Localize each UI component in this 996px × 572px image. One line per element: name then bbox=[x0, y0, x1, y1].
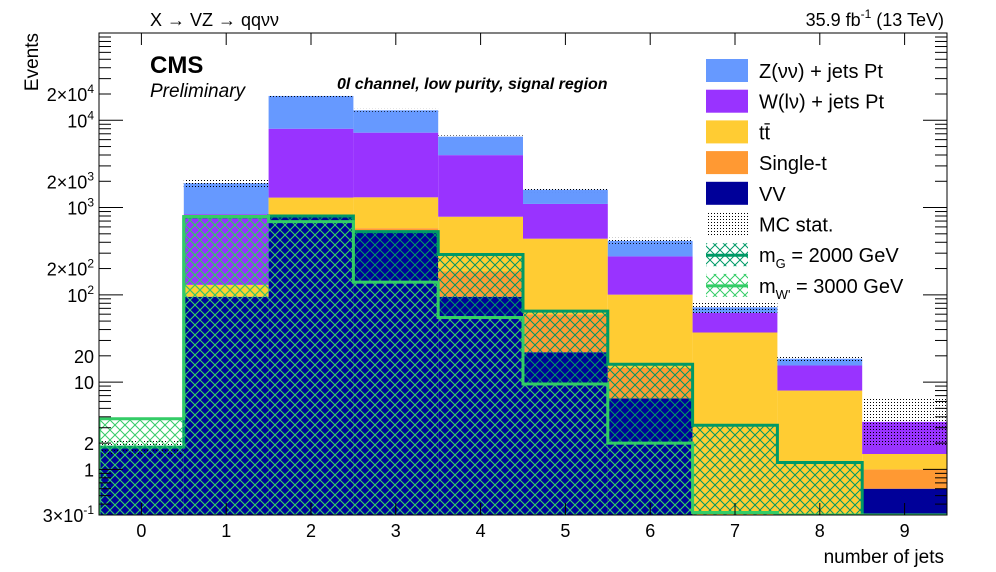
legend-entry-z-jets-pt: Z(νν) + jets Pt bbox=[706, 59, 883, 83]
legend-entry-w-l-jets-pt-swatch bbox=[706, 89, 748, 113]
legend-entry-z-jets-pt-swatch bbox=[706, 59, 748, 82]
bar-z-jets-pt-bin-5 bbox=[523, 189, 608, 204]
bar-tt--bin-2 bbox=[268, 197, 354, 217]
legend-entry-single-t-swatch bbox=[706, 151, 748, 175]
lumi-energy: (13 TeV) bbox=[876, 10, 944, 30]
signal-mw-bin-0 bbox=[99, 418, 184, 515]
bar-tt--bin-3 bbox=[353, 197, 439, 229]
legend-entry-mc-stat-: MC stat. bbox=[706, 212, 833, 237]
signal-outline-mw bbox=[99, 214, 947, 515]
signal-histograms bbox=[99, 214, 947, 515]
lumi-exponent: -1 bbox=[861, 7, 872, 21]
legend-entry-tt--label: tt̄ bbox=[759, 122, 771, 144]
legend-entry-vv-label: VV bbox=[759, 184, 786, 206]
legend-entry-signal-mg: mG = 2000 GeV bbox=[706, 243, 899, 271]
x-tick-labels: 0 1 2 3 4 5 6 7 8 9 bbox=[136, 521, 909, 541]
y-tick-label: 2×102 bbox=[47, 257, 95, 280]
x-tick-label: 0 bbox=[136, 521, 146, 541]
legend-entry-vv-swatch bbox=[706, 181, 748, 205]
y-tick-label: 104 bbox=[67, 108, 94, 131]
legend-entry-z-jets-pt-label: Z(νν) + jets Pt bbox=[759, 61, 883, 83]
signal-mw-bin-1 bbox=[183, 216, 269, 515]
y-axis-label: Events bbox=[22, 33, 43, 91]
axis-ticks bbox=[99, 33, 947, 516]
x-tick-label: 6 bbox=[645, 521, 655, 541]
bar-w-l-jets-pt-bin-7 bbox=[692, 312, 778, 333]
bar-tt--bin-9 bbox=[862, 453, 947, 470]
legend-entry-signal-mw-label: mW' = 3000 GeV bbox=[759, 276, 904, 302]
bar-single-t-bin-3 bbox=[353, 228, 439, 231]
legend-entry-w-l-jets-pt-label: W(lν) + jets Pt bbox=[759, 92, 884, 114]
mc-stat-band-bin-9 bbox=[862, 398, 947, 446]
y-tick-label: 103 bbox=[67, 196, 94, 219]
bar-single-t-bin-9 bbox=[862, 469, 947, 489]
mc-stat-band-bin-7 bbox=[692, 300, 778, 314]
x-tick-label: 4 bbox=[476, 521, 486, 541]
x-tick-label: 9 bbox=[900, 521, 910, 541]
legend-entry-mc-stat--swatch bbox=[706, 212, 748, 236]
mc-stat-band-bin-5 bbox=[523, 187, 608, 193]
y-tick-label: 2 bbox=[84, 434, 94, 454]
bar-w-l-jets-pt-bin-8 bbox=[777, 365, 863, 391]
signal-mw-bin-3 bbox=[353, 282, 439, 515]
mc-stat-band-bin-4 bbox=[438, 135, 523, 138]
lumi-value: 35.9 fb bbox=[806, 10, 861, 30]
signal-mw-bin-5 bbox=[523, 384, 608, 515]
region-label: 0l channel, low purity, signal region bbox=[337, 76, 608, 93]
bar-z-jets-pt-bin-6 bbox=[607, 240, 693, 257]
bar-w-l-jets-pt-bin-5 bbox=[523, 203, 608, 239]
bar-z-jets-pt-bin-2 bbox=[268, 95, 354, 129]
chart-title-left: X → VZ → qqνν bbox=[150, 10, 279, 30]
legend-entry-signal-mg-label: mG = 2000 GeV bbox=[759, 245, 899, 271]
bar-w-l-jets-pt-bin-3 bbox=[353, 132, 439, 198]
mc-stat-band-bin-8 bbox=[777, 355, 863, 362]
y-tick-label: 102 bbox=[67, 283, 94, 306]
x-tick-label: 3 bbox=[391, 521, 401, 541]
x-tick-label: 2 bbox=[306, 521, 316, 541]
bar-w-l-jets-pt-bin-4 bbox=[438, 155, 523, 217]
x-axis-label: number of jets bbox=[824, 547, 944, 568]
signal-mw-bin-2 bbox=[268, 221, 354, 515]
bar-z-jets-pt-bin-8 bbox=[777, 358, 863, 366]
y-tick-label: 1 bbox=[84, 460, 94, 480]
legend-entry-w-l-jets-pt: W(lν) + jets Pt bbox=[706, 89, 884, 114]
y-tick-label: 20 bbox=[74, 347, 94, 367]
bar-tt--bin-6 bbox=[607, 294, 693, 369]
bar-w-l-jets-pt-bin-2 bbox=[268, 128, 354, 198]
mc-stat-band-bin-1 bbox=[183, 179, 269, 188]
x-tick-label: 5 bbox=[560, 521, 570, 541]
y-tick-labels: 3×10-1 1 2 10 20 102 2×102 103 2×103 104 2×104 bbox=[43, 82, 95, 526]
bar-z-jets-pt-bin-4 bbox=[438, 136, 523, 156]
legend-entry-tt-: tt̄ bbox=[706, 120, 771, 144]
y-tick-label: 2×104 bbox=[47, 82, 95, 105]
x-tick-label: 7 bbox=[730, 521, 740, 541]
legend: Z(νν) + jets Pt W(lν) + jets Pt tt̄ Single-… bbox=[706, 59, 904, 302]
x-tick-label: 8 bbox=[815, 521, 825, 541]
signal-mg-bin-7 bbox=[692, 425, 778, 515]
legend-entry-mc-stat--label: MC stat. bbox=[759, 215, 833, 237]
bar-z-jets-pt-bin-1 bbox=[183, 183, 269, 215]
bar-w-l-jets-pt-bin-6 bbox=[607, 256, 693, 295]
lumi-label: 35.9 fb-1 (13 TeV) bbox=[806, 7, 944, 30]
legend-entry-vv: VV bbox=[706, 181, 786, 206]
mc-stat-band-bin-2 bbox=[268, 94, 354, 97]
y-tick-label: 3×10-1 bbox=[43, 503, 95, 526]
x-tick-label: 1 bbox=[221, 521, 231, 541]
signal-mw-bin-4 bbox=[438, 317, 523, 515]
legend-entry-signal-mw: mW' = 3000 GeV bbox=[706, 273, 904, 302]
mc-stat-band-bin-3 bbox=[353, 108, 439, 112]
bar-z-jets-pt-bin-3 bbox=[353, 110, 439, 133]
plot-frame bbox=[98, 32, 948, 516]
mc-stat-band-bin-6 bbox=[607, 237, 693, 244]
legend-entry-single-t-label: Single-t bbox=[759, 153, 827, 175]
legend-entry-single-t: Single-t bbox=[706, 151, 827, 175]
legend-entry-tt--swatch bbox=[706, 120, 748, 144]
y-tick-label: 2×103 bbox=[47, 169, 95, 192]
cms-sublabel: Preliminary bbox=[150, 81, 247, 102]
y-tick-label: 10 bbox=[74, 373, 94, 393]
cms-label: CMS bbox=[150, 52, 203, 79]
bar-tt--bin-5 bbox=[523, 238, 608, 315]
